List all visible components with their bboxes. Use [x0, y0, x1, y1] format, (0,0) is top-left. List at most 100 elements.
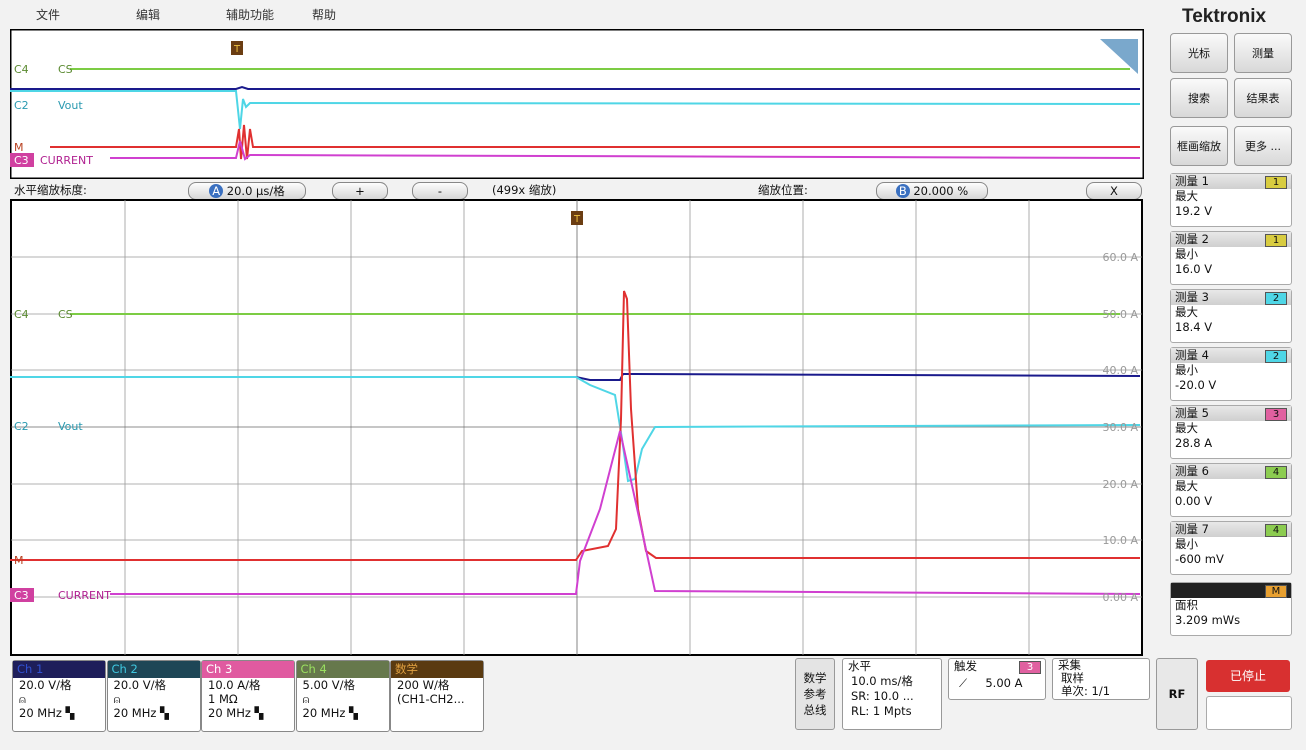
- menu-item[interactable]: 帮助: [312, 8, 337, 22]
- measurement[interactable]: 测量 6 4 最大 0.00 V: [1170, 463, 1292, 517]
- menu-item[interactable]: 辅助功能: [226, 8, 275, 22]
- zoom-position[interactable]: B 20.000 %: [876, 182, 988, 200]
- zoom-corner[interactable]: [1100, 39, 1138, 74]
- title: 触发: [954, 659, 977, 673]
- channel-setting: 20 MHz ▚: [113, 706, 169, 720]
- channel-setting: 5.00 V/格: [302, 678, 356, 692]
- zoom-scale[interactable]: A 20.0 μs/格: [188, 182, 306, 200]
- scale-label: 0.00 A: [1102, 591, 1138, 604]
- math-measurement[interactable]: M 面积 3.209 mWs: [1170, 582, 1292, 636]
- channel-name: Ch 2: [107, 661, 200, 678]
- measurement-kind: 最小: [1175, 247, 1198, 261]
- value: 20.0 μs/格: [226, 184, 285, 198]
- measurement-title: 测量 2: [1175, 232, 1209, 246]
- channel-box[interactable]: Ch 2 20.0 V/格 ⍝ 20 MHz ▚: [106, 660, 201, 732]
- measurement[interactable]: 测量 3 2 最大 18.4 V: [1170, 289, 1292, 343]
- channel-box[interactable]: Ch 1 20.0 V/格 ⍝ 20 MHz ▚: [12, 660, 106, 732]
- trigger-label: T: [573, 214, 581, 225]
- tag-bg: [10, 588, 34, 602]
- menu-item[interactable]: 文件: [36, 8, 61, 22]
- menu-item[interactable]: 编辑: [136, 8, 161, 22]
- zoom-label: 水平缩放标度:: [14, 183, 87, 197]
- channel-name: Ch 1: [13, 661, 105, 678]
- measurement-kind: 面积: [1175, 598, 1198, 612]
- zoom-out[interactable]: -: [412, 182, 468, 200]
- scale-label: 30.0 A: [1102, 421, 1138, 434]
- search-button[interactable]: 搜索: [1170, 78, 1228, 118]
- measurement-header: 测量 1 1: [1171, 174, 1291, 189]
- channel-name: Ch 4: [296, 661, 389, 678]
- channel-tag: M: [14, 554, 24, 567]
- channel-box[interactable]: Ch 3 10.0 A/格 1 MΩ 20 MHz ▚: [201, 660, 295, 732]
- value: 20.000 %: [913, 184, 969, 198]
- bus-button[interactable]: 数学 参考 总线: [795, 658, 835, 730]
- channel-label: CURRENT: [58, 589, 111, 602]
- channel-label: CS: [58, 63, 73, 76]
- badge: B: [895, 184, 910, 198]
- results-button[interactable]: 结果表: [1234, 78, 1292, 118]
- measurement-kind: 最大: [1175, 421, 1198, 435]
- channel-setting: 20 MHz ▚: [19, 706, 75, 720]
- panel-title: 采集: [1058, 658, 1081, 672]
- panel-line: 取样: [1061, 671, 1084, 685]
- zoom-position-label: 缩放位置:: [758, 183, 808, 197]
- measurement-header: 测量 6 4: [1171, 464, 1291, 479]
- rf-button[interactable]: RF: [1156, 658, 1198, 730]
- channel-box[interactable]: 数学 200 W/格 (CH1-CH2...: [390, 660, 484, 732]
- badge: 2: [1265, 350, 1287, 363]
- measure-button[interactable]: 测量: [1234, 33, 1292, 73]
- measurement-value: 18.4 V: [1175, 320, 1213, 334]
- slope: ⟋: [959, 676, 968, 690]
- measurement[interactable]: 测量 5 3 最大 28.8 A: [1170, 405, 1292, 459]
- trace-math: [50, 124, 1140, 160]
- channel-label: Vout: [58, 99, 83, 112]
- measurement-header: 测量 7 4: [1171, 522, 1291, 537]
- brand: Tektronix: [1182, 6, 1267, 27]
- badge: A: [209, 184, 224, 198]
- zoom-in[interactable]: +: [332, 182, 388, 200]
- measurement-kind: 最小: [1175, 537, 1198, 551]
- panel-title: 触发 3: [949, 659, 1045, 674]
- trigger-marker: [571, 211, 583, 225]
- horizontal-panel[interactable]: 水平 10.0 ms/格 SR: 10.0 ... RL: 1 Mpts: [842, 658, 942, 730]
- measurement-title: 测量 6: [1175, 464, 1209, 478]
- zoom-box-button[interactable]: 框画缩放: [1170, 126, 1228, 166]
- badge: 2: [1265, 292, 1287, 305]
- badge: 3: [1265, 408, 1287, 421]
- channel-box[interactable]: Ch 4 5.00 V/格 ⍝ 20 MHz ▚: [295, 660, 390, 732]
- panel-line: RL: 1 Mpts: [851, 704, 912, 718]
- acquisition-panel[interactable]: 采集 取样 单次: 1/1: [1052, 658, 1150, 700]
- measurement[interactable]: 测量 4 2 最小 -20.0 V: [1170, 347, 1292, 401]
- channel-setting: (CH1-CH2...: [397, 692, 465, 706]
- measurement-value: 0.00 V: [1175, 494, 1213, 508]
- single-button[interactable]: [1206, 696, 1292, 730]
- more-button[interactable]: 更多 ...: [1234, 126, 1292, 166]
- measurement[interactable]: 测量 7 4 最小 -600 mV: [1170, 521, 1292, 575]
- measurement-header: 测量 4 2: [1171, 348, 1291, 363]
- measurement-value: 19.2 V: [1175, 204, 1213, 218]
- zoom-close[interactable]: X: [1086, 182, 1142, 200]
- measurement-kind: 最大: [1175, 305, 1198, 319]
- trigger-panel[interactable]: 触发 3 ⟋ 5.00 A: [948, 658, 1046, 700]
- run-stop-button[interactable]: 已停止: [1206, 660, 1290, 692]
- measurement[interactable]: 测量 1 1 最大 19.2 V: [1170, 173, 1292, 227]
- trace-ch2: [10, 90, 1141, 130]
- measurement[interactable]: 测量 2 1 最小 16.0 V: [1170, 231, 1292, 285]
- measurement-header: 测量 5 3: [1171, 406, 1291, 421]
- measurement-header: 测量 2 1: [1171, 232, 1291, 247]
- channel-setting: ⍝: [302, 692, 310, 706]
- frame: [10, 199, 1143, 656]
- cursor-button[interactable]: 光标: [1170, 33, 1228, 73]
- channel-label: CURRENT: [40, 154, 93, 167]
- badge: 3: [1019, 661, 1041, 674]
- measurement-header: 测量 3 2: [1171, 290, 1291, 305]
- channel-tag: C3: [14, 154, 29, 167]
- level: 5.00 A: [985, 676, 1023, 690]
- panel-line: SR: 10.0 ...: [851, 689, 914, 703]
- scale-label: 50.0 A: [1102, 308, 1138, 321]
- scale-label: 20.0 A: [1102, 478, 1138, 491]
- channel-setting: 1 MΩ: [208, 692, 238, 706]
- channel-tag: C4: [14, 63, 29, 76]
